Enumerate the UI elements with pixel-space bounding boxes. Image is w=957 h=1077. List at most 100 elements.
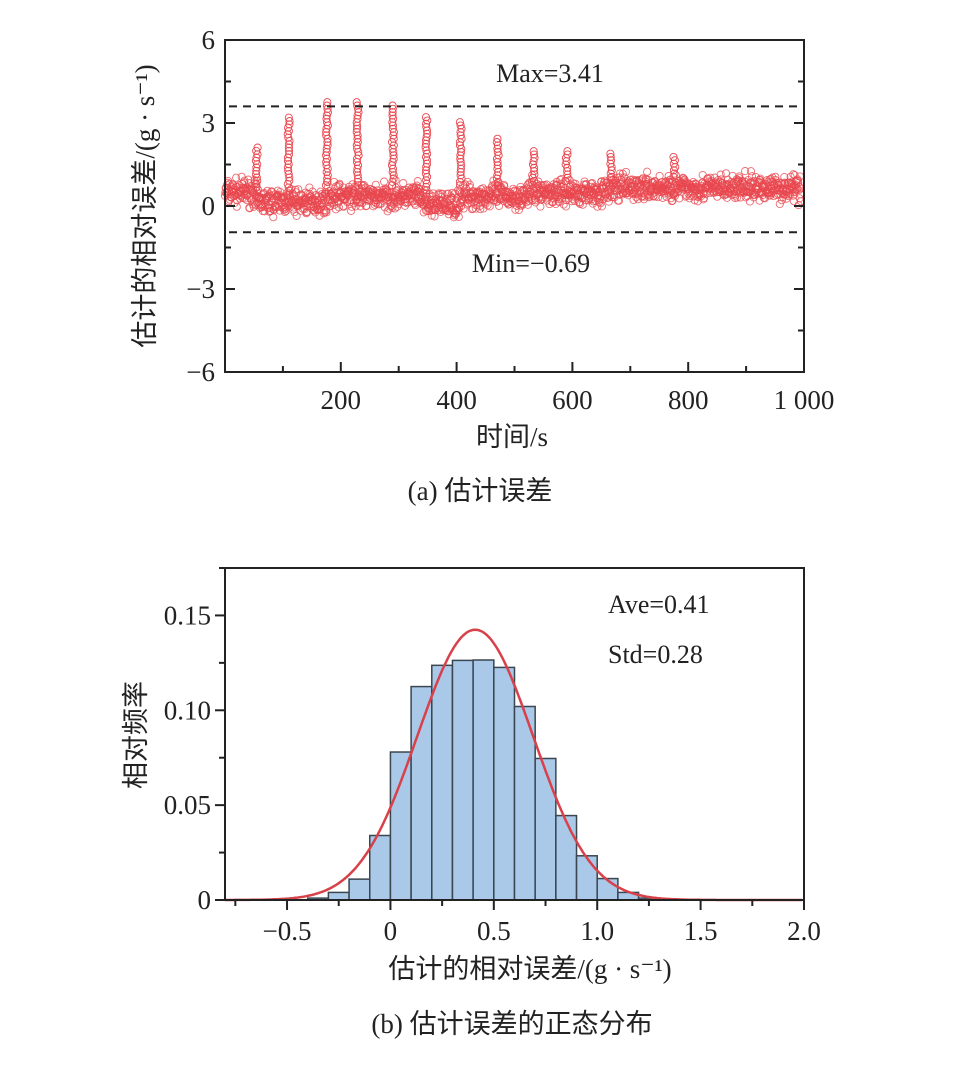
spike-point [606,152,615,162]
spike-point [353,164,362,173]
data-point [658,193,667,202]
spike-point [252,163,261,172]
spike-point [323,174,332,183]
spike-point [422,123,431,132]
data-point [402,199,412,208]
x-tick-label: 1.0 [580,916,614,946]
data-point [536,202,545,211]
spike-point [563,150,572,159]
spike-point [388,121,397,130]
spike-point [422,186,431,195]
data-point [485,202,494,211]
spike-point [322,147,331,157]
data-point [597,202,606,211]
x-tick-label: 0.5 [477,916,511,946]
data-point [700,193,709,203]
data-point [771,172,780,181]
data-point [614,196,624,205]
data-point [601,176,610,185]
spike-point [322,144,331,153]
spike-point [606,149,615,158]
x-tick-label: 400 [436,385,477,415]
data-point [294,185,303,194]
spike-point [422,179,431,188]
average-annotation: Ave=0.41 [608,590,710,619]
data-point [655,171,664,180]
spike-point [421,139,431,148]
x-tick-label: 600 [552,385,593,415]
data-point [399,179,408,188]
spike-point [252,186,261,195]
data-point [371,180,380,189]
spike-point [456,167,465,177]
spike-point [456,171,465,180]
data-point [463,200,472,209]
spike-point [354,174,363,183]
spike-point [285,117,294,126]
spike-point [493,144,502,153]
data-point [380,177,389,186]
spike-point [285,150,294,159]
x-tick-label: 200 [321,385,362,415]
spike-point [353,114,362,123]
chart-b-histogram: −0.5 0 0.5 1.0 1.5 2.0 0 0.05 0.10 0.15 … [121,567,821,1039]
data-point [334,203,343,212]
y-tick-label: −6 [186,357,215,387]
spike-point [388,164,398,173]
spike-point [669,172,678,181]
spike-point [354,181,363,190]
data-point [606,191,615,201]
spike-point [457,147,466,157]
data-point [794,185,803,195]
spike-point [389,147,398,157]
data-point [733,193,742,202]
data-point [716,170,725,179]
spike-point [422,156,432,165]
spike-point [285,176,294,185]
data-point [269,213,278,222]
spike-point [606,169,615,178]
axis-ticks-a [224,39,805,373]
data-point [476,205,485,214]
spike-point [251,170,261,179]
spike-point [322,167,331,177]
spike-point [389,174,398,183]
data-point [523,180,532,189]
spike-point [529,157,538,166]
spike-point [422,133,431,142]
spike-point [284,143,293,152]
spike-point [283,163,292,172]
spike-point [352,124,362,133]
data-point [391,183,400,192]
data-point [481,199,490,208]
spike-point [353,161,363,170]
spike-point [422,166,431,175]
y-axis-label-a: 估计的相对误差/(g · s⁻¹) [130,64,160,347]
x-axis-label-a: 时间/s [476,422,548,452]
histogram-bar [596,877,619,901]
data-point [607,193,617,202]
y-tick-label: 3 [202,108,216,138]
spike-point [253,176,262,185]
spike-point [388,167,397,177]
spike-point [323,141,332,150]
data-point [747,172,757,181]
data-point [775,199,784,209]
y-tick-label: 0 [202,191,216,221]
spike-point [493,134,502,143]
spike-point [493,141,502,150]
spike-point [421,169,430,178]
y-tick-label: −3 [186,274,215,304]
spike-point [253,160,262,169]
y-tick-label: 0.15 [164,600,211,630]
spike-point [284,113,293,122]
spike-point [606,159,615,168]
spike-point [389,134,398,143]
spike-point [607,162,616,172]
scatter-points [220,98,806,222]
data-point [464,199,473,208]
data-point [322,208,331,217]
spike-point [322,154,331,163]
spike-point [422,119,431,128]
data-point [741,167,750,176]
